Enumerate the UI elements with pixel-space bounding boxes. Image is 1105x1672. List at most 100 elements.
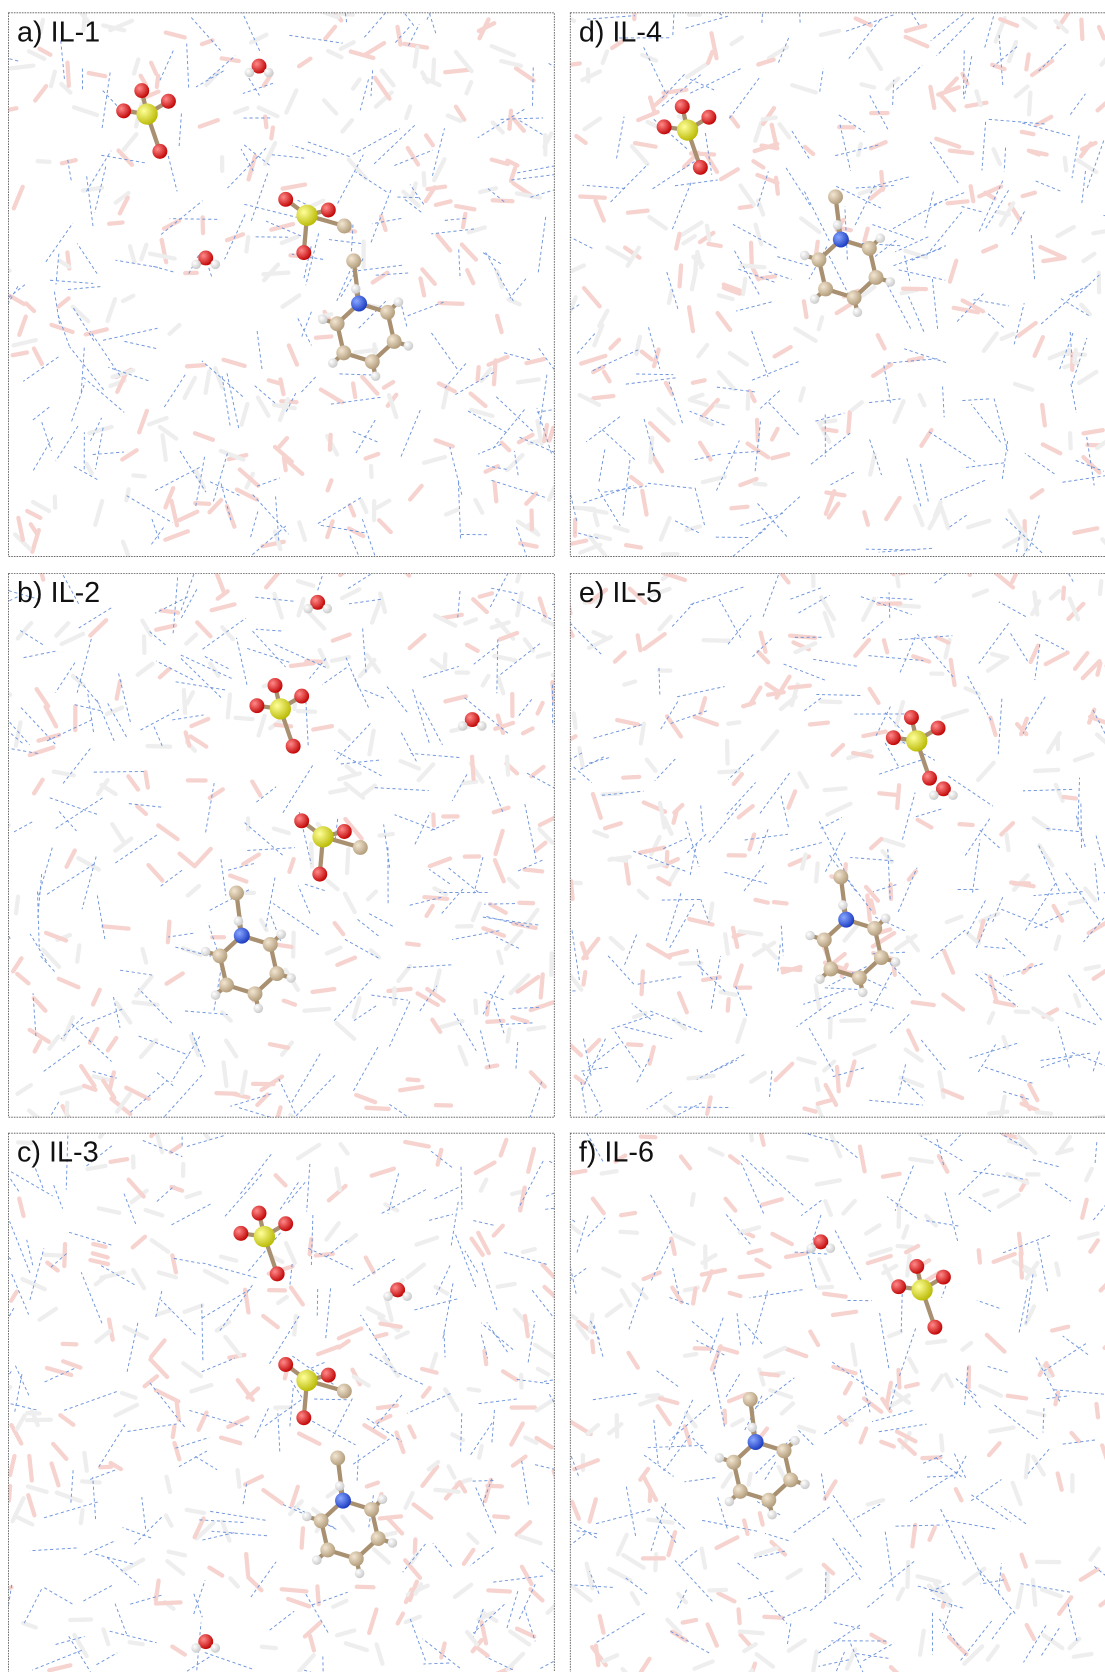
hbond [1095, 863, 1099, 900]
water-stick [456, 206, 474, 209]
hbond [174, 1258, 202, 1263]
water-stick [265, 143, 275, 164]
hbond [1043, 1344, 1086, 1372]
atom [351, 295, 367, 311]
water-stick [321, 390, 342, 403]
water-stick [764, 1617, 782, 1618]
hbond [799, 0, 800, 23]
hbond [333, 1398, 353, 1437]
water-stick [1023, 965, 1031, 973]
hbond [97, 700, 115, 742]
water-stick [804, 301, 807, 317]
water-stick [34, 780, 43, 794]
water-stick [90, 1260, 108, 1264]
water-stick [913, 1002, 934, 1005]
water-stick [1042, 405, 1045, 425]
hbond [371, 995, 407, 1000]
water-stick [291, 1287, 303, 1304]
hbond [827, 1004, 861, 1019]
atom [245, 68, 255, 78]
water-stick [187, 365, 204, 366]
water-stick [479, 1649, 488, 1656]
water-stick [943, 995, 963, 1010]
water-stick [680, 265, 682, 286]
hbond [306, 141, 350, 156]
water-stick [294, 1316, 296, 1335]
panel: a) IL-1 [0, 0, 595, 563]
water-stick [361, 501, 366, 512]
water-stick [679, 993, 687, 1012]
water-stick [650, 438, 652, 463]
hbond [318, 497, 362, 524]
water-stick [126, 489, 128, 500]
water-stick [535, 1345, 555, 1358]
atom [211, 1643, 221, 1653]
water-stick [172, 1647, 185, 1655]
water-stick [607, 1305, 622, 1316]
hbond [461, 1167, 462, 1210]
hbond [940, 480, 985, 499]
water-stick [475, 500, 482, 513]
hbond [971, 1495, 1010, 1522]
water-stick [944, 951, 953, 973]
water-stick [284, 1001, 295, 1005]
atom [191, 260, 201, 270]
water-stick [89, 73, 105, 76]
water-stick [195, 849, 211, 866]
hbond [497, 639, 498, 693]
water-stick [511, 168, 515, 180]
hbond [1034, 892, 1083, 896]
water-stick [377, 1416, 390, 1422]
water-stick [355, 350, 376, 353]
water-stick [431, 1354, 436, 1371]
water-stick [984, 1190, 997, 1195]
hbond [298, 318, 312, 345]
hbond [205, 1653, 253, 1670]
hbond [803, 991, 844, 1005]
hbond [701, 805, 703, 831]
water-stick [792, 85, 816, 92]
hbond [1035, 635, 1067, 651]
water-stick [494, 1226, 503, 1236]
hbond [370, 1354, 395, 1370]
water-stick [1028, 1412, 1044, 1416]
figure: a) IL-1b) IL-2c) IL-3d) IL-4e) IL-5f) IL… [0, 0, 1105, 1672]
water-stick [335, 923, 344, 934]
water-stick [915, 506, 923, 525]
hbond [1050, 542, 1073, 582]
hbond [494, 1002, 504, 1033]
water-stick [156, 1581, 159, 1601]
water-stick [445, 654, 446, 669]
water-stick [984, 333, 997, 351]
hbond [194, 1580, 205, 1614]
water-stick [717, 1537, 738, 1548]
water-stick [100, 1126, 108, 1137]
water-stick [313, 989, 335, 992]
hbond [661, 1507, 687, 1531]
water-stick [649, 217, 666, 228]
water-stick [478, 367, 479, 380]
water-stick [593, 1199, 604, 1214]
hbond [596, 1509, 652, 1524]
water-stick [1021, 1253, 1022, 1278]
hbond [1034, 181, 1060, 192]
water-stick [228, 694, 230, 717]
hbond [318, 545, 332, 590]
hbond [998, 1563, 1001, 1593]
water-stick [83, 188, 102, 191]
water-stick [1071, 1433, 1078, 1441]
water-stick [824, 1294, 846, 1297]
water-stick [501, 61, 521, 66]
atom [477, 721, 487, 731]
atom [248, 986, 263, 1001]
hbond [33, 406, 51, 420]
atom [294, 813, 309, 828]
water-stick [543, 620, 561, 628]
water-stick [145, 772, 147, 787]
hbond [314, 1399, 347, 1400]
water-stick [626, 545, 641, 547]
water-stick [576, 136, 585, 143]
water-stick [196, 471, 204, 488]
water-stick [1084, 430, 1103, 433]
hbond [182, 1657, 209, 1672]
